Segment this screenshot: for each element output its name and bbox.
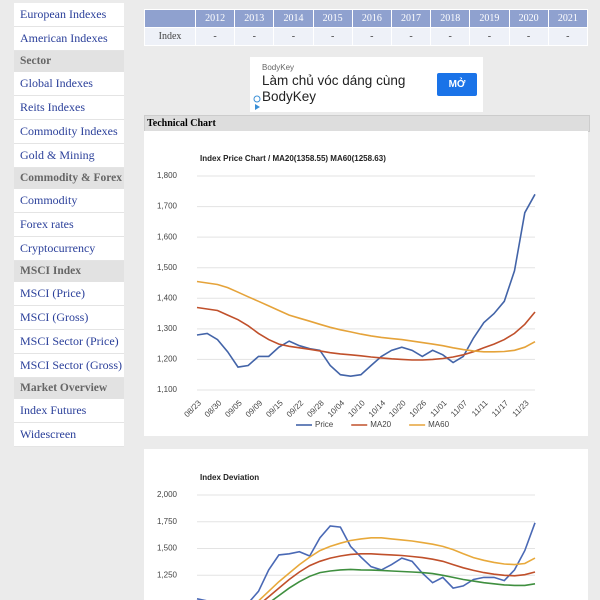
header-cell: 2012 [194, 9, 236, 28]
sidebar-link[interactable]: Commodity [14, 189, 124, 213]
ad-headline: Làm chủ vóc dáng cùng BodyKey [262, 73, 406, 104]
header-cell: 2015 [312, 9, 353, 28]
table-cell: - [390, 27, 432, 46]
y-tick-label: 1,200 [157, 355, 178, 364]
sidebar-link[interactable]: American Indexes [14, 27, 124, 51]
series-line [263, 553, 536, 600]
chart: Index Deviation 1,250 1,500 1,750 2,000 [157, 473, 536, 600]
sidebar-link[interactable]: MSCI Sector (Price) [14, 330, 124, 354]
series-line [196, 280, 536, 353]
sidebar-heading: Market Overview [14, 378, 124, 399]
x-tick-label: 11/11 [470, 398, 490, 418]
chart-panel: Index Price Chart / MA20(1358.55) MA60(1… [144, 131, 588, 436]
sidebar-link[interactable]: Cryptocurrency [14, 237, 124, 261]
x-tick-label: 10/10 [346, 398, 367, 419]
series-line [258, 537, 536, 600]
chart: Index Price Chart / MA20(1358.55) MA60(1… [157, 154, 536, 429]
ad-icons [253, 95, 261, 110]
x-tick-label: 10/20 [387, 398, 408, 419]
y-tick-label: 1,800 [157, 171, 178, 180]
data-table: 2012 2013 2014 2015 2016 2017 2018 2019 2020 2021… [144, 9, 589, 46]
sidebar-link[interactable]: Forex rates [14, 213, 124, 237]
y-tick-label: 1,600 [157, 232, 178, 241]
table-cell: - [469, 27, 510, 46]
y-tick-label: 1,250 [157, 570, 178, 579]
x-tick-label: 11/17 [490, 398, 510, 418]
y-tick-label: 1,500 [157, 544, 178, 553]
table-cell: - [312, 27, 353, 46]
table-cell: - [430, 27, 471, 46]
chart-title: Index Deviation [200, 473, 259, 482]
x-tick-label: 09/15 [264, 398, 285, 419]
header-cell: 2013 [234, 9, 275, 28]
sidebar-link[interactable]: Reits Indexes [14, 96, 124, 120]
sidebar-link[interactable]: MSCI Sector (Gross) [14, 354, 124, 378]
series-line [196, 522, 536, 600]
y-tick-label: 2,000 [157, 490, 178, 499]
y-tick-label: 1,300 [157, 324, 178, 333]
header-cell: 2020 [508, 9, 549, 28]
x-tick-label: 09/09 [244, 398, 265, 419]
table-cell: - [547, 27, 589, 46]
table-cell: - [194, 27, 236, 46]
sidebar-heading: Sector [14, 51, 124, 72]
header-cell: 2019 [469, 9, 510, 28]
header-cell: 2016 [351, 9, 392, 28]
table-cell: - [351, 27, 392, 46]
table-cell: - [234, 27, 275, 46]
sidebar-link[interactable]: MSCI (Price) [14, 282, 124, 306]
series-line [271, 568, 536, 600]
table-cell: - [273, 27, 314, 46]
y-tick-label: 1,100 [157, 385, 178, 394]
section-title: Technical Chart [144, 115, 590, 132]
y-tick-label: 1,750 [157, 517, 178, 526]
chart-title: Index Price Chart / MA20(1358.55) MA60(1… [200, 154, 386, 163]
header-cell: 2014 [273, 9, 314, 28]
x-tick-label: 11/01 [429, 398, 449, 418]
x-tick-label: 11/23 [511, 398, 531, 418]
x-tick-label: 11/07 [449, 398, 469, 418]
header-cell: 2017 [390, 9, 432, 28]
x-tick-label: 09/05 [223, 398, 244, 419]
ad-brand: BodyKey [262, 63, 295, 72]
x-tick-label: 10/14 [367, 398, 388, 419]
sidebar-link[interactable]: Global Indexes [14, 72, 124, 96]
sidebar: European Indexes American Indexes Sector Gl… [14, 3, 124, 447]
header-row: 2012 2013 2014 2015 2016 2017 2018 2019 2020 2021 [144, 9, 589, 28]
legend-label: MA20 [370, 420, 391, 429]
sidebar-link[interactable]: Index Futures [14, 399, 124, 423]
y-tick-label: 1,700 [157, 202, 178, 211]
sidebar-link[interactable]: Commodity Indexes [14, 120, 124, 144]
sidebar-link[interactable]: Widescreen [14, 423, 124, 447]
table-cell: - [508, 27, 549, 46]
table-row: Index - - - - - - - - - - [144, 27, 589, 46]
x-tick-label: 09/28 [305, 398, 326, 419]
legend-label: MA60 [428, 420, 449, 429]
x-tick-label: 08/30 [203, 398, 224, 419]
series-line [196, 193, 536, 378]
ad-button[interactable]: MỞ [437, 73, 477, 96]
series-line [196, 306, 536, 361]
sidebar-link[interactable]: MSCI (Gross) [14, 306, 124, 330]
x-tick-label: 10/04 [326, 398, 347, 419]
x-tick-label: 09/22 [285, 398, 306, 419]
y-tick-label: 1,400 [157, 293, 178, 302]
chart-panel: Index Deviation 1,250 1,500 1,750 2,000 [144, 449, 588, 600]
ad-banner[interactable]: BodyKey Làm chủ vóc dáng cùng BodyKey MỞ [250, 57, 483, 112]
sidebar-heading: MSCI Index [14, 261, 124, 282]
header-cell [144, 9, 196, 28]
header-cell: 2018 [430, 9, 471, 28]
header-cell: 2021 [547, 9, 589, 28]
sidebar-heading: Commodity & Forex [14, 168, 124, 189]
x-tick-label: 10/26 [408, 398, 429, 419]
y-tick-label: 1,500 [157, 263, 178, 272]
row-label: Index [144, 27, 196, 46]
sidebar-link[interactable]: European Indexes [14, 3, 124, 27]
legend-label: Price [315, 420, 334, 429]
sidebar-link[interactable]: Gold & Mining [14, 144, 124, 168]
x-tick-label: 08/23 [182, 398, 203, 419]
